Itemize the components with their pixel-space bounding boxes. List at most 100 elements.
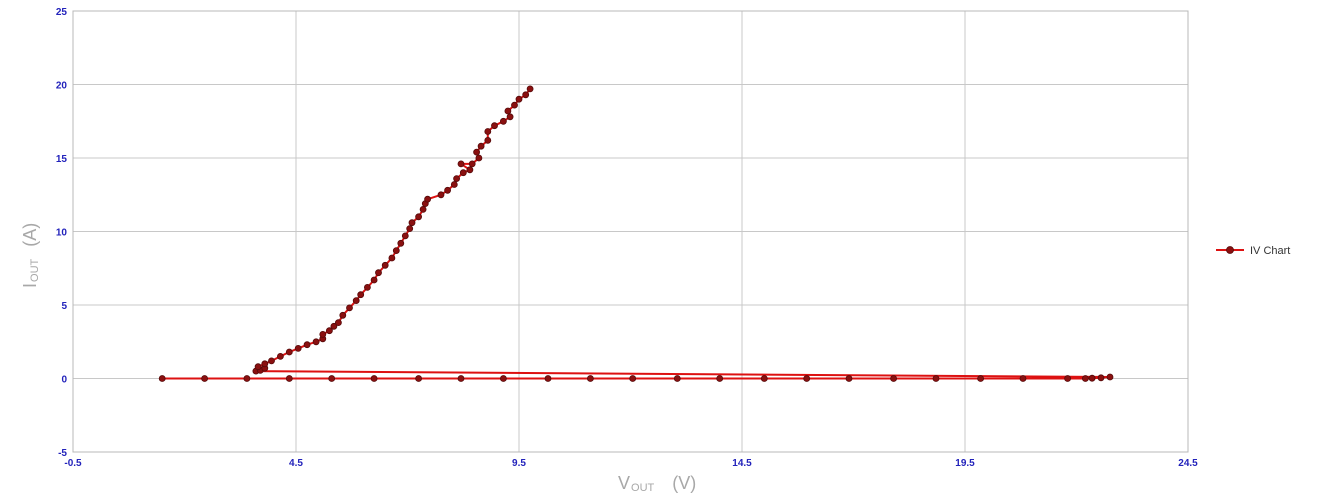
data-point bbox=[408, 219, 416, 227]
data-point bbox=[526, 85, 534, 93]
data-point bbox=[475, 154, 483, 162]
y-tick-label: 25 bbox=[56, 7, 68, 18]
legend: IV Chart bbox=[1216, 245, 1290, 257]
data-point bbox=[357, 291, 365, 299]
data-point bbox=[457, 375, 465, 382]
x-tick-label: 14.5 bbox=[732, 458, 752, 469]
data-point bbox=[1019, 375, 1027, 382]
data-point bbox=[803, 375, 811, 382]
data-point bbox=[444, 186, 452, 194]
data-point bbox=[334, 319, 342, 327]
y-tick-label: 5 bbox=[61, 301, 67, 312]
data-point bbox=[375, 269, 382, 277]
data-point bbox=[388, 254, 396, 262]
data-point bbox=[370, 276, 378, 284]
data-point bbox=[1064, 375, 1071, 382]
data-point bbox=[346, 304, 353, 312]
data-point bbox=[932, 375, 940, 382]
data-point bbox=[370, 375, 378, 382]
data-point bbox=[285, 375, 293, 382]
data-point bbox=[544, 375, 552, 382]
data-point bbox=[325, 327, 333, 335]
data-point bbox=[506, 113, 514, 121]
data-point bbox=[419, 205, 427, 213]
data-point bbox=[401, 232, 409, 240]
data-point bbox=[1097, 374, 1105, 382]
y-tick-label: 20 bbox=[56, 81, 68, 92]
data-point bbox=[303, 341, 311, 349]
data-point bbox=[285, 348, 293, 356]
legend-label: IV Chart bbox=[1250, 245, 1290, 257]
data-point bbox=[294, 344, 302, 352]
y-axis-title-unit: (A) bbox=[20, 223, 40, 247]
data-point bbox=[491, 122, 498, 130]
data-point bbox=[243, 375, 251, 382]
data-point bbox=[415, 213, 423, 221]
data-point bbox=[1106, 373, 1114, 381]
data-point bbox=[760, 375, 768, 382]
data-point bbox=[890, 375, 897, 382]
data-point bbox=[468, 160, 476, 168]
data-point bbox=[845, 375, 853, 382]
data-point bbox=[254, 363, 262, 371]
legend-marker-swatch bbox=[1226, 246, 1234, 254]
tick-labels: -0.5 4.5 9.5 14.5 19.5 24.5 -5 0 5 10 15 20 25 bbox=[56, 7, 1198, 469]
data-point bbox=[406, 225, 414, 233]
data-point bbox=[1088, 374, 1096, 382]
data-point bbox=[457, 160, 465, 168]
data-point bbox=[484, 136, 492, 144]
data-point bbox=[477, 142, 485, 150]
data-point bbox=[381, 261, 389, 269]
data-point bbox=[276, 352, 284, 360]
data-point bbox=[499, 375, 507, 382]
x-axis-title-unit: (V) bbox=[672, 473, 696, 493]
data-point bbox=[397, 239, 405, 247]
data-point bbox=[352, 297, 360, 305]
data-point bbox=[201, 375, 209, 382]
y-tick-label: 15 bbox=[56, 154, 68, 165]
data-point bbox=[330, 322, 338, 330]
data-point bbox=[158, 375, 166, 382]
x-axis-title: VOUT (V) bbox=[618, 473, 696, 494]
data-point bbox=[499, 117, 507, 125]
data-point bbox=[450, 181, 458, 188]
x-tick-label: 24.5 bbox=[1178, 458, 1198, 469]
data-point bbox=[473, 148, 481, 156]
y-axis-title-subscript: OUT bbox=[29, 258, 41, 282]
data-point bbox=[268, 357, 275, 365]
x-axis-title-subscript: OUT bbox=[631, 482, 655, 494]
data-point bbox=[466, 166, 474, 174]
data-point bbox=[522, 91, 530, 99]
data-point bbox=[363, 283, 371, 291]
data-point bbox=[504, 107, 512, 115]
data-point bbox=[484, 128, 492, 135]
data-point bbox=[716, 375, 724, 382]
data-point bbox=[392, 247, 400, 255]
y-tick-label: 10 bbox=[56, 228, 68, 239]
x-tick-label: 19.5 bbox=[955, 458, 975, 469]
data-point bbox=[415, 375, 423, 382]
x-axis-title-symbol: V bbox=[618, 473, 630, 493]
data-point bbox=[587, 375, 594, 382]
data-point bbox=[1082, 375, 1089, 382]
data-point bbox=[459, 169, 467, 177]
data-point bbox=[629, 375, 637, 382]
x-tick-label: -0.5 bbox=[64, 458, 82, 469]
data-point bbox=[453, 175, 461, 183]
data-point bbox=[319, 330, 327, 338]
plot-area-border bbox=[72, 10, 1189, 453]
data-point bbox=[328, 375, 336, 382]
data-point bbox=[261, 360, 269, 368]
data-point bbox=[515, 95, 523, 103]
y-tick-label: -5 bbox=[58, 448, 67, 459]
data-point bbox=[437, 191, 445, 199]
y-tick-label: 0 bbox=[61, 375, 67, 386]
data-point bbox=[673, 375, 681, 382]
data-point bbox=[511, 101, 518, 109]
data-point bbox=[339, 311, 347, 319]
data-point bbox=[424, 195, 432, 203]
data-point bbox=[977, 375, 984, 382]
series-iv-chart bbox=[158, 85, 1114, 382]
